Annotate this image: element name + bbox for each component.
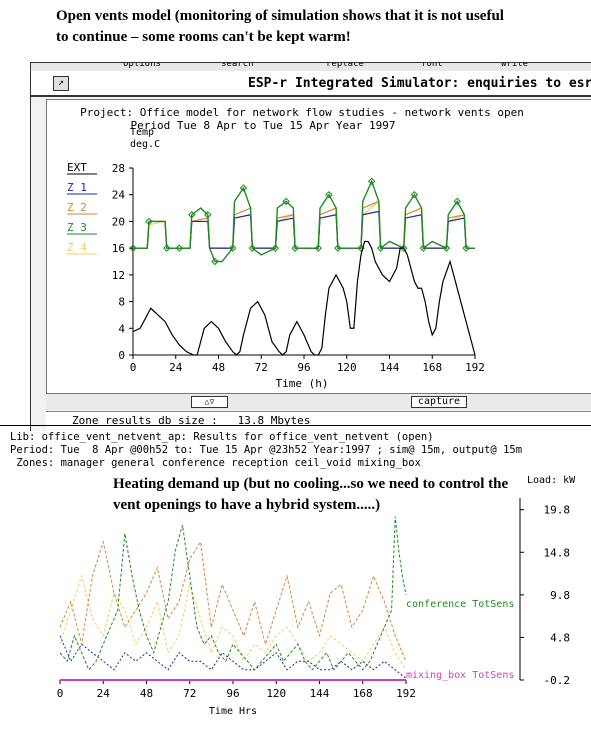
menu-item[interactable]: options xyxy=(123,63,161,69)
zones-line: Zones: manager general conference recept… xyxy=(10,457,421,469)
esp-r-window: options search replace font write ↗ ESP-… xyxy=(30,62,591,431)
data-point-z3 xyxy=(462,244,470,252)
y-tick-label: -0.2 xyxy=(544,674,571,687)
x-tick-label: 72 xyxy=(255,361,268,374)
x-tick-label: 120 xyxy=(266,687,286,700)
series-label-mixing-box: mixing_box TotSens xyxy=(406,670,514,681)
x-tick-label: 192 xyxy=(465,361,485,374)
data-point-z3 xyxy=(129,244,137,252)
x-tick-label: 192 xyxy=(396,687,416,700)
menu-item[interactable]: search xyxy=(221,63,254,69)
legend-item: Z 2 xyxy=(67,201,87,214)
y-axis-label: Temp xyxy=(130,127,154,138)
data-point-z3 xyxy=(410,191,419,199)
data-point-z3 xyxy=(271,244,280,252)
x-tick-label: 72 xyxy=(183,687,196,700)
data-point-z3 xyxy=(419,244,428,252)
y-tick-label: 19.8 xyxy=(544,504,571,517)
series-line-general xyxy=(59,540,407,662)
separator-line xyxy=(0,425,591,426)
y-tick-label: 12 xyxy=(112,269,125,282)
db-size-label: Zone results db size : 13.8 Mbytes xyxy=(72,414,311,427)
data-point-z3 xyxy=(314,244,322,252)
y-tick-label: 8 xyxy=(118,296,125,309)
plot-pane xyxy=(46,99,591,401)
bottom-annotation-note: Heating demand up (but no cooling...so w… xyxy=(113,476,509,513)
top-annotation-note: Open vents model (monitoring of simulati… xyxy=(56,8,504,45)
series-line-reception xyxy=(59,574,407,671)
x-tick-label: 168 xyxy=(353,687,373,700)
data-point-z3 xyxy=(248,244,257,252)
series-line-z3 xyxy=(133,179,475,263)
window-titlebar: ↗ ESP-r Integrated Simulator: enquiries … xyxy=(31,71,591,97)
data-point-z3 xyxy=(325,191,333,199)
data-point-z3 xyxy=(239,184,248,192)
data-point-z3 xyxy=(400,244,408,252)
data-point-z3 xyxy=(204,211,212,219)
scroll-button[interactable]: △▽ xyxy=(191,396,228,408)
y-tick-label: 4.8 xyxy=(550,631,570,644)
legend-item: Z 1 xyxy=(67,181,87,194)
y-axis-label-unit: deg.C xyxy=(130,139,160,150)
x-tick-label: 144 xyxy=(380,361,400,374)
window-title: ESP-r Integrated Simulator: enquiries to… xyxy=(248,76,591,91)
lib-line: Lib: office_vent_netvent_ap: Results for… xyxy=(10,431,434,443)
y-tick-label: 28 xyxy=(112,162,125,175)
y-tick-label: 24 xyxy=(112,189,126,202)
x-tick-label: 96 xyxy=(226,687,239,700)
y-tick-label: 20 xyxy=(112,215,125,228)
library-info: Lib: office_vent_netvent_ap: Results for… xyxy=(10,431,522,470)
x-tick-label: 0 xyxy=(130,361,137,374)
x-tick-label: 144 xyxy=(310,687,330,700)
temperature-chart: Project: Office model for network flow s… xyxy=(67,106,524,390)
plot-bottom-bar: △▽ capture xyxy=(46,393,591,410)
data-point-z3 xyxy=(291,244,299,252)
menu-item[interactable]: replace xyxy=(326,63,364,69)
data-point-z3 xyxy=(376,244,385,252)
y-axis-label: Load: kW xyxy=(527,475,576,486)
legend-item: EXT xyxy=(67,161,87,174)
data-point-z3 xyxy=(453,197,461,206)
period-line: Period: Tue 8 Apr @00h52 to: Tue 15 Apr … xyxy=(10,444,523,456)
x-axis-label: Time Hrs xyxy=(209,706,257,717)
y-tick-label: 0 xyxy=(118,349,125,362)
data-point-z3 xyxy=(211,257,219,266)
series-line-ext xyxy=(132,240,476,356)
data-point-z3 xyxy=(175,244,184,252)
window-menu-button[interactable]: ↗ xyxy=(53,76,69,91)
x-tick-label: 120 xyxy=(337,361,357,374)
data-point-z3 xyxy=(188,211,196,219)
data-point-z3 xyxy=(282,197,290,206)
y-tick-label: 4 xyxy=(118,322,125,335)
series-label-conference: conference TotSens xyxy=(406,599,514,610)
legend-item: Z 4 xyxy=(67,241,87,254)
data-point-z3 xyxy=(442,244,451,252)
db-size-row: Zone results db size : 13.8 Mbytes xyxy=(46,411,591,430)
data-point-z3 xyxy=(145,217,153,226)
legend-item: Z 3 xyxy=(67,221,87,234)
data-point-z3 xyxy=(334,244,342,252)
x-tick-label: 48 xyxy=(140,687,153,700)
chart-subtitle: Period Tue 8 Apr to Tue 15 Apr Year 1997 xyxy=(131,119,396,132)
y-tick-label: 16 xyxy=(112,242,125,255)
x-tick-label: 168 xyxy=(422,361,442,374)
series-line-manager xyxy=(59,635,407,679)
x-tick-label: 96 xyxy=(297,361,310,374)
load-chart: Load: kW -0.2 4.8 9.8 14.8 19.8 0 24 48 72 96 120 1… xyxy=(57,475,576,717)
data-point-z3 xyxy=(163,244,171,252)
x-tick-label: 24 xyxy=(169,361,183,374)
x-axis-label: Time (h) xyxy=(276,377,329,390)
capture-button[interactable]: capture xyxy=(411,396,467,408)
series-line-conference xyxy=(59,516,407,671)
data-point-z3 xyxy=(367,177,376,186)
chart-title: Project: Office model for network flow s… xyxy=(80,106,524,119)
y-tick-label: 9.8 xyxy=(550,589,570,602)
x-tick-label: 48 xyxy=(212,361,225,374)
x-tick-label: 24 xyxy=(97,687,111,700)
y-tick-label: 14.8 xyxy=(544,546,571,559)
data-point-z3 xyxy=(229,244,237,252)
menu-item[interactable]: write xyxy=(501,63,529,69)
menu-item[interactable]: font xyxy=(421,63,443,69)
x-tick-label: 0 xyxy=(57,687,64,700)
